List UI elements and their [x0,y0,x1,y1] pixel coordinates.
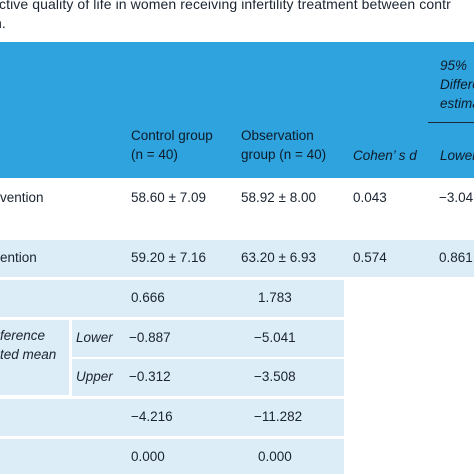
row-label: vention [0,190,44,205]
cell-cohens-d: 0.574 [353,250,387,265]
table-header: Control group (n = 40) Observation group… [0,42,474,178]
cell-control: −4.216 [131,409,173,424]
caption-line-2: n. [0,15,6,31]
table-row: ention 59.20 ± 7.16 63.20 ± 6.93 0.574 0… [0,240,474,277]
ci-header-rule [428,122,474,123]
cell-lower: −3.04 [439,190,474,205]
cell-observation: 63.20 ± 6.93 [241,250,316,265]
header-cohens-d: Cohen’ s d [353,148,417,163]
table-row: vention 58.60 ± 7.09 58.92 ± 8.00 0.043 … [0,178,474,220]
header-observation: Observation [241,128,314,143]
cell-control: 0.000 [131,449,165,464]
cell-cohens-d: 0.043 [353,190,387,205]
header-ci-percent: 95% [440,58,468,73]
cell-observation: −3.508 [254,369,296,384]
table-row: Lower −0.887 −5.041 [72,320,344,357]
table-row: −4.216 −11.282 [0,399,344,436]
cell-observation: −5.041 [254,330,296,345]
header-control-n: (n = 40) [131,147,178,162]
cell-control: 58.60 ± 7.09 [131,190,206,205]
table-row: Upper −0.312 −3.508 [72,359,344,396]
cell-observation: −11.282 [254,409,303,424]
cell-control: −0.887 [129,330,171,345]
cell-observation: 58.92 ± 8.00 [241,190,316,205]
header-ci-estimate: estima [440,96,474,111]
row-label-line-2: ted mean [0,347,57,362]
header-lower: Lower [440,148,474,163]
row-label-block: ference ted mean [0,320,69,395]
row-label-line-1: ference [0,328,46,343]
table-row: 0.000 0.000 [0,439,344,474]
sub-label-lower: Lower [76,330,113,345]
table-caption: ctive quality of life in women receiving… [0,0,474,42]
caption-line-1: ctive quality of life in women receiving… [0,0,451,12]
cell-control: −0.312 [129,369,171,384]
cell-observation: 0.000 [258,449,292,464]
sub-label-upper: Upper [76,369,113,384]
cell-observation: 1.783 [258,290,292,305]
header-control-group: Control group [131,128,213,143]
cell-control: 0.666 [131,290,165,305]
row-label: ention [0,250,37,265]
header-observation-n: group (n = 40) [241,147,327,162]
cell-control: 59.20 ± 7.16 [131,250,206,265]
table-row: 0.666 1.783 [0,280,344,317]
cell-lower: 0.861 [439,250,473,265]
